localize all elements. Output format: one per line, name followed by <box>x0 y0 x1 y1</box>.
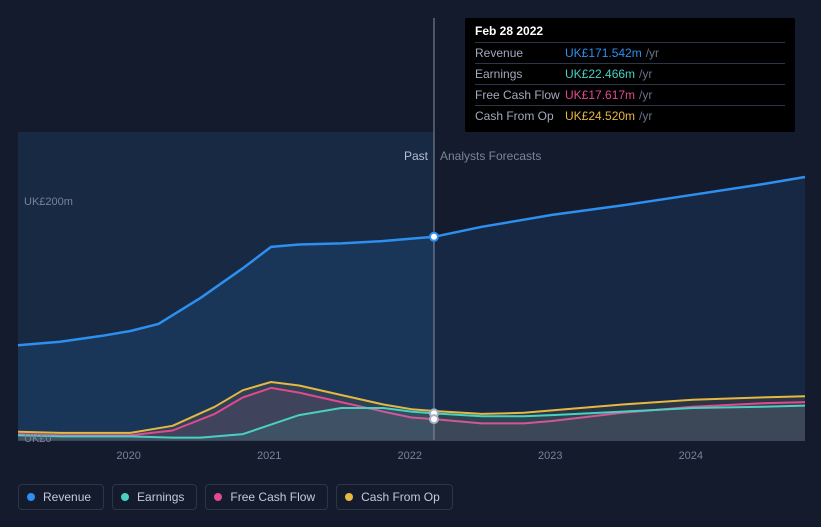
legend-dot-icon <box>121 493 129 501</box>
tooltip-row-label: Free Cash Flow <box>475 88 565 102</box>
x-axis-tick-label: 2023 <box>538 450 562 462</box>
legend-dot-icon <box>345 493 353 501</box>
tooltip-row: Cash From OpUK£24.520m/yr <box>475 105 785 126</box>
tooltip-row-suffix: /yr <box>639 67 652 81</box>
legend-item-label: Earnings <box>137 490 184 504</box>
chart-legend: Revenue Earnings Free Cash Flow Cash From O… <box>18 484 453 510</box>
tooltip-row: Free Cash FlowUK£17.617m/yr <box>475 84 785 105</box>
y-axis-tick-label: UK£0 <box>24 433 52 445</box>
highlight-marker-free_cash_flow <box>430 415 438 423</box>
y-axis-tick-label: UK£200m <box>24 196 73 208</box>
tooltip-row-suffix: /yr <box>639 88 652 102</box>
forecast-label: Analysts Forecasts <box>440 149 541 163</box>
chart-tooltip: Feb 28 2022 RevenueUK£171.542m/yrEarning… <box>465 18 795 132</box>
legend-item-free_cash_flow[interactable]: Free Cash Flow <box>205 484 328 510</box>
tooltip-row-label: Revenue <box>475 46 565 60</box>
x-axis-tick-label: 2022 <box>398 450 422 462</box>
tooltip-row: RevenueUK£171.542m/yr <box>475 42 785 63</box>
tooltip-row-suffix: /yr <box>646 46 659 60</box>
legend-item-label: Revenue <box>43 490 91 504</box>
tooltip-row-value: UK£171.542m <box>565 46 642 60</box>
tooltip-row-value: UK£22.466m <box>565 67 635 81</box>
legend-item-label: Free Cash Flow <box>230 490 315 504</box>
tooltip-date: Feb 28 2022 <box>475 24 785 42</box>
tooltip-row-label: Cash From Op <box>475 109 565 123</box>
x-axis-tick-label: 2024 <box>679 450 703 462</box>
legend-item-label: Cash From Op <box>361 490 440 504</box>
past-label: Past <box>404 149 428 163</box>
highlight-marker-revenue <box>430 233 438 241</box>
x-axis-tick-label: 2021 <box>257 450 281 462</box>
tooltip-row: EarningsUK£22.466m/yr <box>475 63 785 84</box>
tooltip-row-label: Earnings <box>475 67 565 81</box>
tooltip-row-suffix: /yr <box>639 109 652 123</box>
legend-item-revenue[interactable]: Revenue <box>18 484 104 510</box>
legend-dot-icon <box>27 493 35 501</box>
tooltip-row-value: UK£17.617m <box>565 88 635 102</box>
legend-dot-icon <box>214 493 222 501</box>
legend-item-earnings[interactable]: Earnings <box>112 484 197 510</box>
x-axis-tick-label: 2020 <box>116 450 140 462</box>
legend-item-cash_from_op[interactable]: Cash From Op <box>336 484 453 510</box>
tooltip-row-value: UK£24.520m <box>565 109 635 123</box>
